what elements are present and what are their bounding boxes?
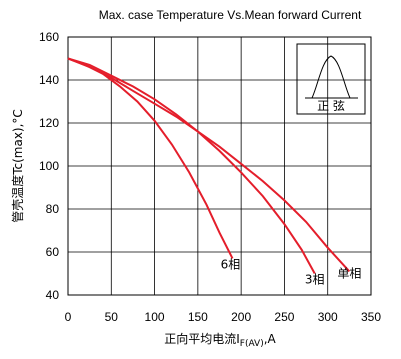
plot-frame bbox=[67, 36, 372, 296]
x-tick-label: 350 bbox=[361, 310, 381, 324]
x-tick-label: 300 bbox=[318, 310, 338, 324]
y-tick-label: 140 bbox=[39, 73, 59, 87]
x-tick-label: 50 bbox=[105, 310, 119, 324]
series-label-3: 单相 bbox=[337, 266, 361, 280]
series-label-2: 3相 bbox=[305, 273, 325, 287]
chart-title: Max. case Temperature Vs.Mean forward Cu… bbox=[99, 8, 362, 22]
x-axis-label: 正向平均电流IF(AV),A bbox=[164, 331, 276, 349]
sine-wave-icon bbox=[311, 55, 351, 99]
y-tick-label: 120 bbox=[39, 116, 59, 130]
x-axis-label-subscript: F(AV) bbox=[240, 339, 264, 349]
y-tick-label: 80 bbox=[46, 202, 60, 216]
y-tick-label: 60 bbox=[46, 245, 60, 259]
series-layer: 6相 3相 单相 bbox=[67, 57, 361, 287]
x-tick-label: 100 bbox=[145, 310, 165, 324]
x-tick-label: 150 bbox=[188, 310, 208, 324]
inset-label: 正 弦 bbox=[317, 98, 345, 113]
y-tick-label: 40 bbox=[46, 288, 60, 302]
series-line-3 bbox=[67, 57, 351, 273]
inset-box bbox=[296, 43, 366, 115]
series-line-1 bbox=[67, 57, 234, 259]
x-axis-label-main: 正向平均电流I bbox=[164, 331, 240, 346]
x-axis-label-unit: ,A bbox=[264, 332, 277, 346]
y-axis-label: 管壳温度Tc(max),°C bbox=[10, 109, 25, 223]
x-tick-label: 0 bbox=[65, 310, 72, 324]
y-tick-label: 100 bbox=[39, 159, 59, 173]
y-tick-label: 160 bbox=[39, 30, 59, 44]
x-tick-label: 250 bbox=[274, 310, 294, 324]
sine-inset: 正 弦 bbox=[296, 43, 366, 115]
x-tick-label: 200 bbox=[231, 310, 251, 324]
series-label-1: 6相 bbox=[221, 257, 241, 271]
tick-labels: 0 50 100 150 200 250 300 350 40 60 80 100 120 140 160 bbox=[39, 30, 381, 324]
